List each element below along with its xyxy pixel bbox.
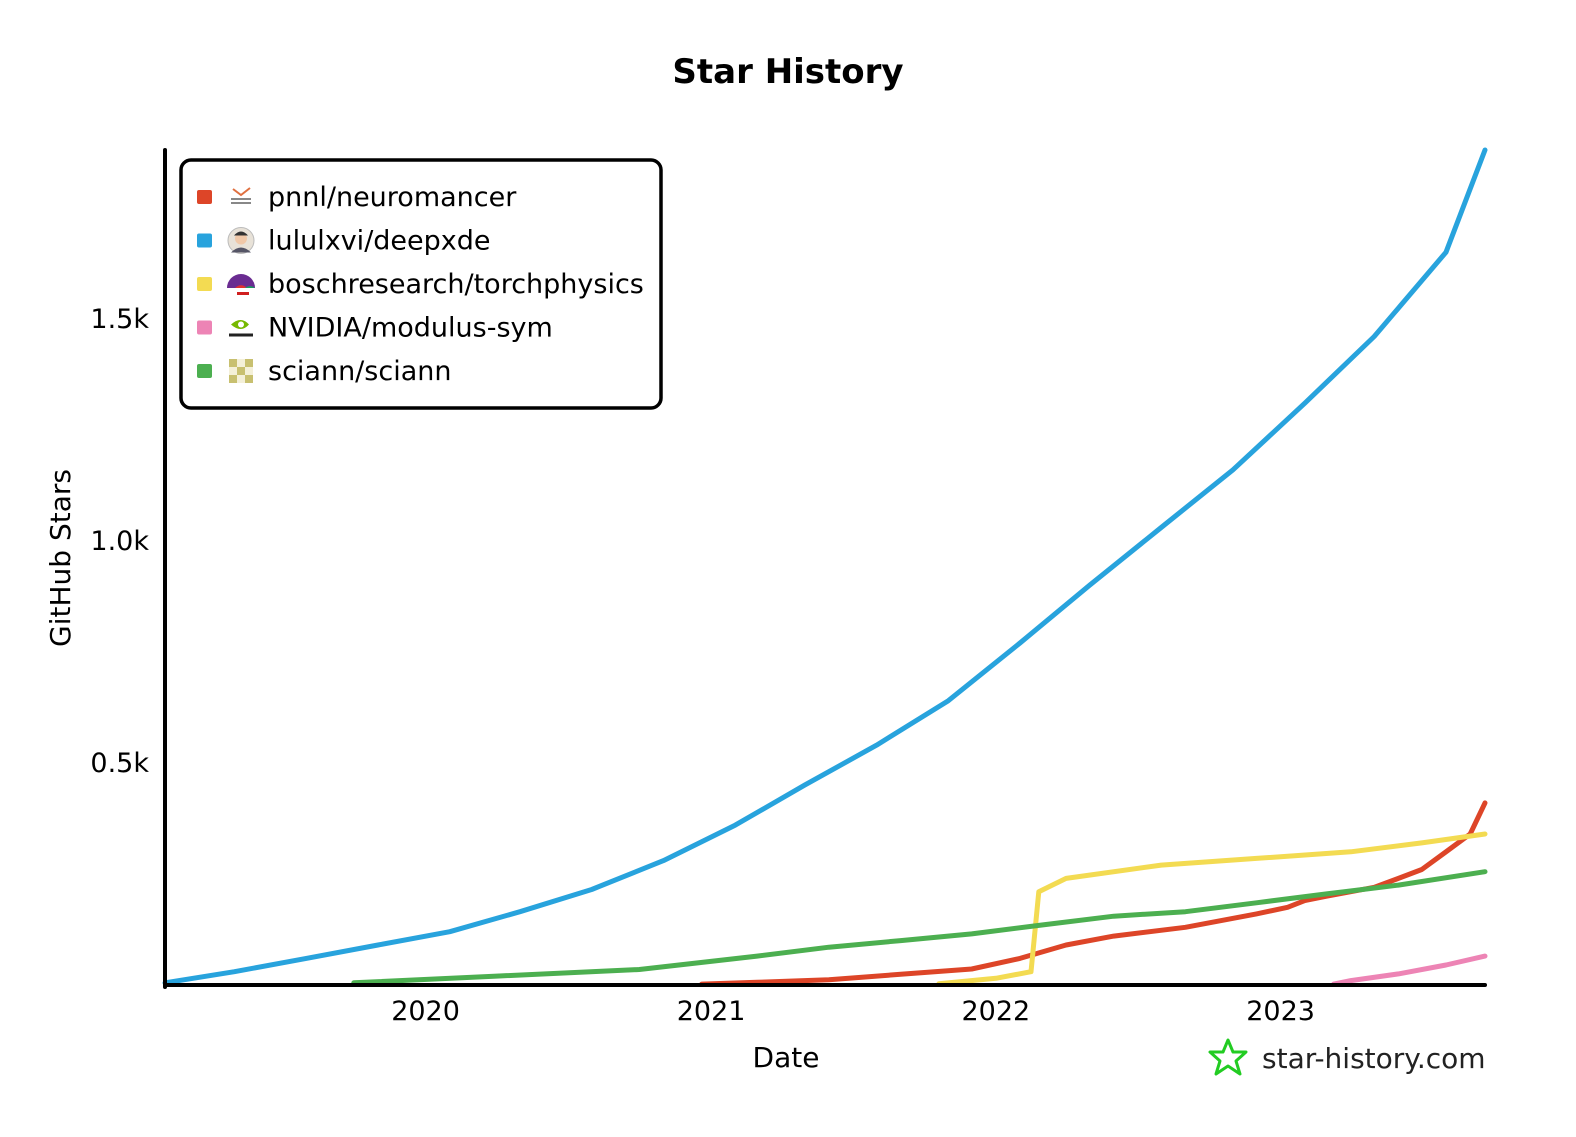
legend-label: lululxvi/deepxde [268, 226, 491, 257]
branding[interactable]: star-history.com [1208, 1038, 1486, 1076]
legend-box [179, 158, 663, 410]
bosch-logo-icon [227, 274, 255, 295]
legend-item[interactable]: boschresearch/torchphysics [197, 269, 644, 300]
pnnl-logo-icon [231, 187, 251, 204]
legend-swatch [197, 190, 212, 204]
y-tick-label: 0.5k [90, 748, 149, 779]
x-axis-label: Date [753, 1041, 820, 1074]
x-tick-label: 2022 [961, 996, 1030, 1027]
legend-label: boschresearch/torchphysics [268, 269, 644, 300]
legend-item[interactable]: sciann/sciann [197, 356, 451, 387]
legend-swatch [197, 277, 212, 291]
legend: pnnl/neuromancer lululxvi/deepxde boschres… [179, 158, 663, 410]
legend-label: sciann/sciann [268, 356, 451, 387]
series-line-pnnl-neuromancer [699, 800, 1488, 987]
branding-text[interactable]: star-history.com [1262, 1042, 1486, 1075]
nvidia-logo-icon [229, 320, 253, 337]
x-tick-label: 2021 [677, 996, 746, 1027]
star-logo-icon [1208, 1038, 1248, 1076]
legend-item[interactable]: pnnl/neuromancer [197, 182, 517, 213]
series-line-boschresearch-torchphysics [936, 831, 1488, 987]
legend-item[interactable]: NVIDIA/modulus-sym [197, 313, 553, 344]
legend-item[interactable]: lululxvi/deepxde [197, 226, 491, 257]
legend-swatch [197, 364, 212, 378]
legend-swatch [197, 233, 212, 248]
series-line-sciann-sciann [351, 869, 1488, 986]
y-tick-label: 1.0k [90, 526, 149, 557]
user-avatar-icon [227, 227, 255, 254]
y-tick-label: 1.5k [90, 304, 149, 335]
legend-label: NVIDIA/modulus-sym [268, 313, 553, 344]
series-line-lululxvi-deepxde [162, 147, 1488, 986]
sciann-logo-icon [229, 359, 253, 383]
chart-title: Star History [672, 52, 903, 92]
legend-label: pnnl/neuromancer [268, 182, 517, 213]
x-tick-label: 2023 [1246, 996, 1315, 1027]
series-line-nvidia-modulus-sym [1331, 953, 1488, 987]
y-axis-label: GitHub Stars [44, 469, 77, 647]
plot-area: 2020 2021 2022 2023 0.5k 1.0k 1.5k [90, 147, 1488, 1027]
x-tick-label: 2020 [391, 996, 460, 1027]
legend-swatch [197, 320, 212, 335]
